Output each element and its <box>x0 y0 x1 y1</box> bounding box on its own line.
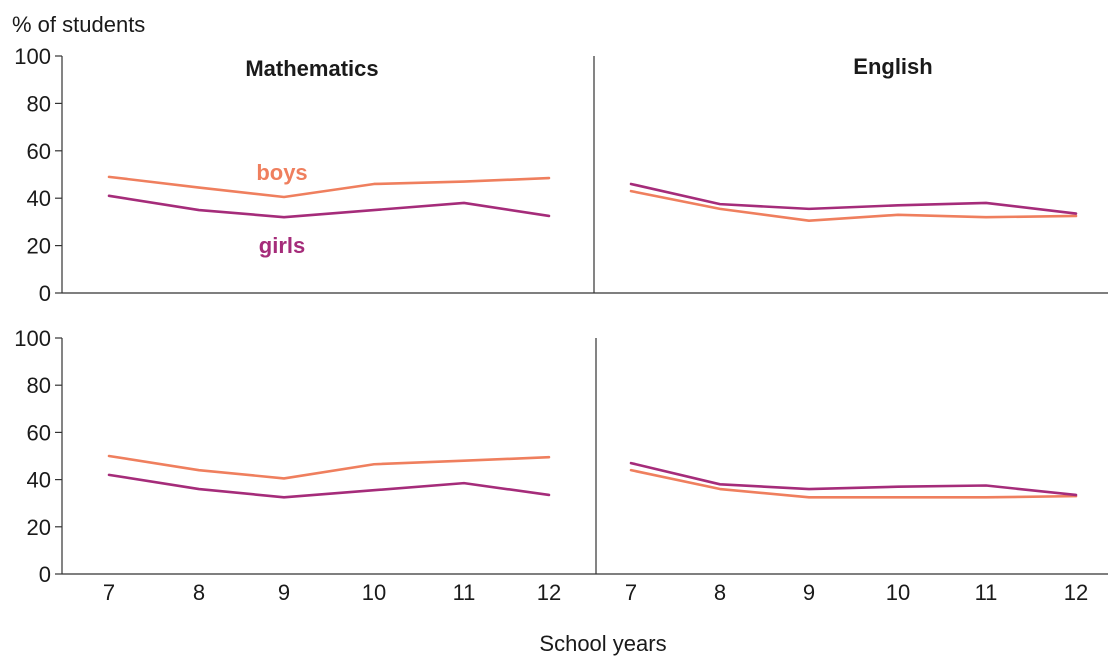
y-tick-label: 40 <box>27 468 51 493</box>
x-axis-label: School years <box>539 631 666 656</box>
y-tick-label: 20 <box>27 515 51 540</box>
y-tick-label: 60 <box>27 139 51 164</box>
x-tick-label: 9 <box>803 580 815 605</box>
x-tick-label: 8 <box>714 580 726 605</box>
y-tick-label: 20 <box>27 234 51 259</box>
y-tick-label: 80 <box>27 373 51 398</box>
x-tick-label: 12 <box>1064 580 1088 605</box>
y-axis-label: % of students <box>12 12 145 37</box>
series-label-boys: boys <box>256 160 307 185</box>
y-tick-label: 80 <box>27 91 51 116</box>
y-tick-label: 40 <box>27 186 51 211</box>
series-line-boys <box>107 454 551 480</box>
x-tick-label: 7 <box>103 580 115 605</box>
y-tick-label: 60 <box>27 420 51 445</box>
y-tick-label: 100 <box>14 326 51 351</box>
series-line-girls <box>107 194 551 219</box>
x-tick-label: 12 <box>537 580 561 605</box>
x-tick-label: 7 <box>625 580 637 605</box>
plot-layer: 0 20 40 60 80 100 0 20 40 60 80 100 7 8 9 10 11 12 7 8 9 10 11… <box>14 44 1108 605</box>
series-line-boys <box>629 189 1078 223</box>
series-line-girls <box>107 473 551 499</box>
x-tick-label: 11 <box>453 580 476 605</box>
series-line-boys <box>107 175 551 199</box>
panel-title-english: English <box>853 54 932 79</box>
x-tick-label: 8 <box>193 580 205 605</box>
panel-title-mathematics: Mathematics <box>245 56 378 81</box>
x-tick-label: 9 <box>278 580 290 605</box>
y-tick-label: 0 <box>39 281 51 306</box>
series-label-girls: girls <box>259 233 305 258</box>
series-line-girls <box>629 182 1078 215</box>
y-tick-label: 0 <box>39 562 51 587</box>
x-tick-label: 11 <box>975 580 998 605</box>
x-tick-label: 10 <box>886 580 910 605</box>
x-tick-label: 10 <box>362 580 386 605</box>
series-line-girls <box>629 461 1078 497</box>
y-tick-label: 100 <box>14 44 51 69</box>
series-line-boys <box>629 468 1078 499</box>
